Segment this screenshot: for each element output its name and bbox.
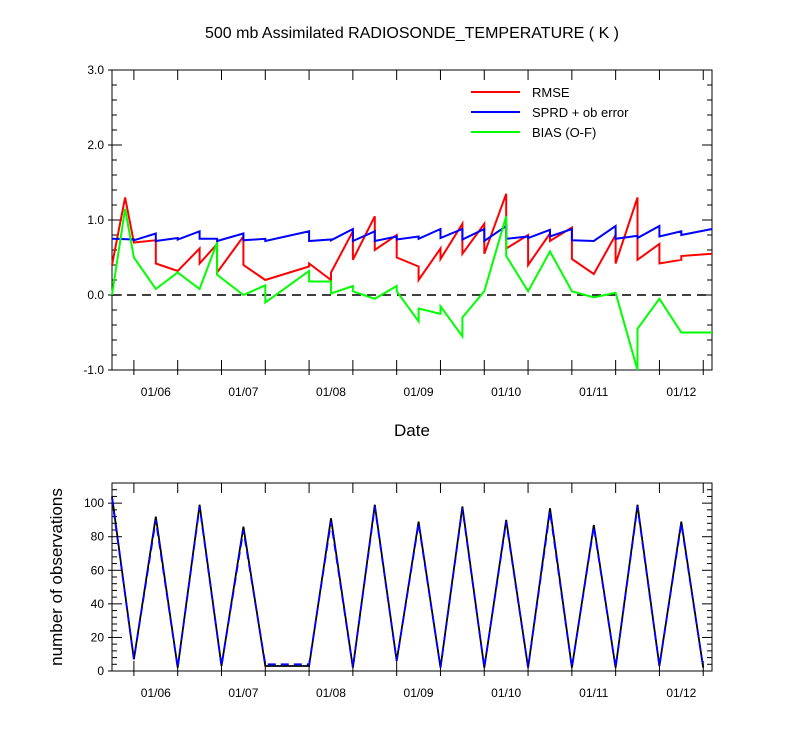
x-tick-label-01-11: 01/11: [579, 686, 608, 700]
legend-entry-sprd: SPRD + ob error: [471, 105, 629, 120]
y-tick-label-3-0: 3.0: [87, 63, 104, 77]
legend-label-rmse: RMSE: [532, 85, 570, 100]
bottom-tick-labels: 01/06 01/07 01/08 01/09 01/10 01/11 01/12 0 20 40…: [84, 496, 697, 700]
x-tick-label-01-06: 01/06: [141, 385, 171, 399]
top-x-axis-label: Date: [394, 421, 430, 440]
x-tick-label-01-10: 01/10: [491, 686, 521, 700]
x-tick-label-01-12: 01/12: [666, 686, 696, 700]
x-tick-label-01-10: 01/10: [491, 385, 521, 399]
x-tick-label-01-12: 01/12: [666, 385, 696, 399]
x-tick-label-01-06: 01/06: [141, 686, 171, 700]
y-tick-label-2-0: 2.0: [87, 138, 104, 152]
top-tick-labels: 01/06 01/07 01/08 01/09 01/10 01/11 01/12 3.0 2.…: [83, 63, 696, 399]
x-tick-label-01-07: 01/07: [228, 686, 258, 700]
y-tick-label-20: 20: [91, 630, 105, 644]
x-tick-label-01-08: 01/08: [316, 686, 346, 700]
series-line-dashed: [111, 497, 705, 668]
legend-label-sprd: SPRD + ob error: [532, 105, 629, 120]
y-tick-label-80: 80: [91, 530, 105, 544]
legend-entry-bias: BIAS (O-F): [471, 125, 596, 140]
x-tick-label-01-11: 01/11: [579, 385, 608, 399]
series-line-sprd-ob-error: [111, 224, 713, 243]
legend: RMSE SPRD + ob error BIAS (O-F): [471, 85, 629, 140]
y-tick-label-1-0: 1.0: [87, 213, 104, 227]
x-tick-label-01-09: 01/09: [404, 686, 434, 700]
x-tick-label-01-09: 01/09: [404, 385, 434, 399]
y-tick-label-40: 40: [91, 597, 105, 611]
y-tick-label-1-0: -1.0: [83, 363, 104, 377]
y-tick-label-0-0: 0.0: [87, 288, 104, 302]
top-series-group: [111, 193, 713, 371]
bottom-y-axis-label: number of observations: [47, 488, 66, 666]
x-tick-label-01-07: 01/07: [228, 385, 258, 399]
x-tick-label-01-08: 01/08: [316, 385, 346, 399]
bottom-plot-frame: [111, 482, 713, 672]
bottom-series-group: [111, 496, 705, 668]
series-line-bias-o-f: [111, 208, 712, 371]
legend-label-bias: BIAS (O-F): [532, 125, 596, 140]
legend-entry-rmse: RMSE: [471, 85, 570, 100]
series-line-solid: [111, 496, 705, 668]
chart-title: 500 mb Assimilated RADIOSONDE_TEMPERATUR…: [205, 25, 619, 42]
y-tick-label-100: 100: [84, 496, 104, 510]
y-tick-label-0: 0: [97, 664, 104, 678]
y-tick-label-60: 60: [91, 563, 105, 577]
